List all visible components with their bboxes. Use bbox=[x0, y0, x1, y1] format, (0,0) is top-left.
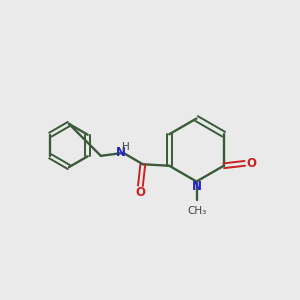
Text: H: H bbox=[122, 142, 130, 152]
Text: N: N bbox=[191, 180, 202, 194]
Text: O: O bbox=[135, 186, 146, 199]
Text: CH₃: CH₃ bbox=[187, 206, 206, 216]
Text: O: O bbox=[246, 157, 256, 170]
Text: N: N bbox=[116, 146, 126, 159]
